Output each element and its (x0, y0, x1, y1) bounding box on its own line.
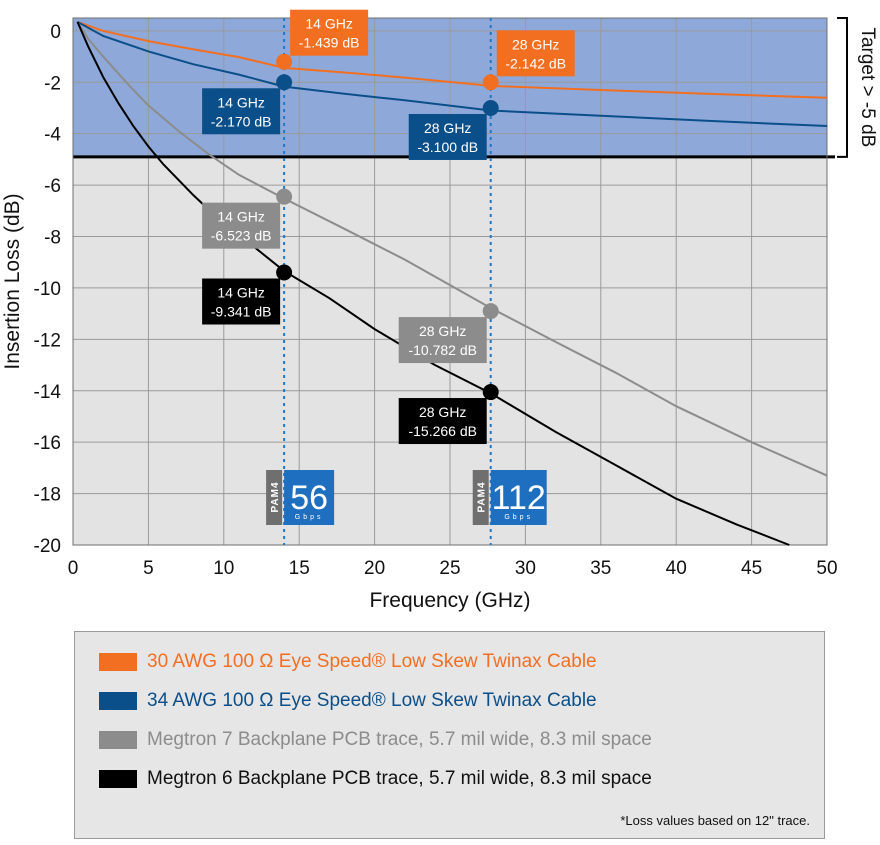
badge-value-bg (284, 470, 335, 525)
data-point-4 (276, 188, 293, 205)
annotation-line2: -9.341 dB (211, 304, 272, 320)
badge-unit: Gbps (295, 514, 324, 521)
annotation-4: 14 GHz -6.523 dB (202, 202, 281, 249)
footnote: *Loss values based on 12" trace. (620, 813, 810, 828)
series-line-0 (77, 20, 828, 99)
badge-value: 112 (492, 479, 546, 517)
badge-value: 56 (290, 479, 328, 517)
annotation-box (496, 30, 575, 77)
annotation-line1: 14 GHz (217, 94, 264, 110)
annotation-7: 28 GHz -15.266 dB (398, 398, 487, 445)
x-tick-label: 40 (666, 558, 687, 579)
y-tick-label: -4 (44, 125, 61, 146)
y-tick-label: -18 (34, 485, 61, 506)
annotation-5: 28 GHz -10.782 dB (398, 317, 487, 364)
annotation-line1: 28 GHz (424, 120, 471, 136)
legend-label-34awg: 34 AWG 100 Ω Eye Speed® Low Skew Twinax … (147, 690, 597, 711)
annotation-1: 28 GHz -2.142 dB (496, 30, 575, 77)
annotation-box (398, 317, 487, 364)
annotation-line2: -3.100 dB (417, 139, 478, 155)
x-tick-label: 30 (515, 558, 536, 579)
legend-label-megtron7: Megtron 7 Backplane PCB trace, 5.7 mil w… (147, 729, 652, 750)
legend-label-30awg: 30 AWG 100 Ω Eye Speed® Low Skew Twinax … (147, 651, 597, 672)
legend-box: 30 AWG 100 Ω Eye Speed® Low Skew Twinax … (74, 631, 825, 839)
legend-swatch-30awg (99, 653, 137, 671)
y-tick-label: -20 (34, 536, 61, 557)
annotation-line1: 14 GHz (217, 209, 264, 225)
x-tick-label: 50 (816, 558, 837, 579)
y-tick-label: -14 (34, 382, 62, 403)
series-line-2 (76, 21, 828, 477)
x-axis-label: Frequency (GHz) (369, 589, 530, 612)
annotation-line2: -15.266 dB (408, 423, 477, 439)
series-line-3 (76, 21, 790, 546)
annotation-line2: -1.439 dB (299, 35, 360, 51)
y-tick-label: 0 (50, 22, 61, 43)
series-line-1 (77, 21, 828, 127)
annotation-line1: 28 GHz (419, 323, 466, 339)
badge-tag-bg (266, 470, 283, 525)
x-tick-label: 45 (741, 558, 762, 579)
annotation-line1: 14 GHz (305, 16, 352, 32)
y-tick-label: -6 (44, 176, 61, 197)
annotation-line1: 28 GHz (419, 404, 466, 420)
y-tick-label: -10 (34, 279, 61, 300)
annotation-box (408, 113, 487, 160)
legend-label-megtron6: Megtron 6 Backplane PCB trace, 5.7 mil w… (147, 768, 652, 789)
data-point-3 (482, 99, 499, 116)
badge-tag: PAM4 (270, 481, 281, 512)
annotation-line1: 28 GHz (512, 36, 559, 52)
insertion-loss-chart: 0 5 10 15 20 25 30 35 40 45 50 0 -2 -4 -6 -8 -10 -12 -14 -1… (1, 9, 878, 612)
annotation-line1: 14 GHz (217, 285, 264, 301)
data-point-6 (276, 264, 293, 281)
legend-swatch-megtron7 (99, 731, 137, 749)
annotation-box (202, 88, 281, 135)
x-tick-label: 15 (289, 558, 310, 579)
data-point-7 (482, 384, 499, 401)
legend-swatch-megtron6 (99, 770, 137, 788)
x-tick-label: 25 (439, 558, 460, 579)
y-axis-label: Insertion Loss (dB) (1, 193, 24, 369)
annotation-line2: -2.142 dB (505, 55, 566, 71)
y-tick-label: -16 (34, 433, 61, 454)
legend-item-34awg: 34 AWG 100 Ω Eye Speed® Low Skew Twinax … (99, 687, 597, 715)
annotation-6: 14 GHz -9.341 dB (202, 278, 281, 325)
badge-tag-bg (472, 470, 489, 525)
badge-tag: PAM4 (477, 481, 488, 512)
y-tick-label: -8 (44, 228, 61, 249)
legend-item-30awg: 30 AWG 100 Ω Eye Speed® Low Skew Twinax … (99, 648, 597, 676)
y-tick-label: -12 (34, 330, 61, 351)
badge-value-bg (490, 470, 547, 525)
x-tick-label: 20 (364, 558, 385, 579)
legend-item-megtron6: Megtron 6 Backplane PCB trace, 5.7 mil w… (99, 765, 652, 793)
annotation-line2: -6.523 dB (211, 228, 272, 244)
annotation-3: 28 GHz -3.100 dB (408, 113, 487, 160)
badge-unit: Gbps (504, 514, 533, 521)
annotation-0: 14 GHz -1.439 dB (290, 9, 369, 56)
data-point-2 (276, 74, 293, 91)
annotation-line2: -10.782 dB (408, 342, 477, 358)
legend-item-megtron7: Megtron 7 Backplane PCB trace, 5.7 mil w… (99, 726, 652, 754)
annotation-box (290, 9, 369, 56)
x-tick-label: 0 (68, 558, 79, 579)
annotation-box (202, 202, 281, 249)
x-tick-label: 35 (590, 558, 611, 579)
legend-swatch-34awg (99, 692, 137, 710)
data-point-5 (482, 303, 499, 320)
annotation-line2: -2.170 dB (211, 113, 272, 129)
annotation-2: 14 GHz -2.170 dB (202, 88, 281, 135)
annotation-box (202, 278, 281, 325)
x-tick-label: 10 (213, 558, 234, 579)
target-bracket (837, 17, 848, 158)
x-tick-label: 5 (143, 558, 154, 579)
annotation-box (398, 398, 487, 445)
y-tick-label: -2 (44, 73, 61, 94)
data-point-0 (276, 53, 293, 70)
data-point-1 (482, 74, 499, 91)
target-label: Target > -5 dB (857, 27, 878, 147)
plot-frame (72, 17, 828, 546)
